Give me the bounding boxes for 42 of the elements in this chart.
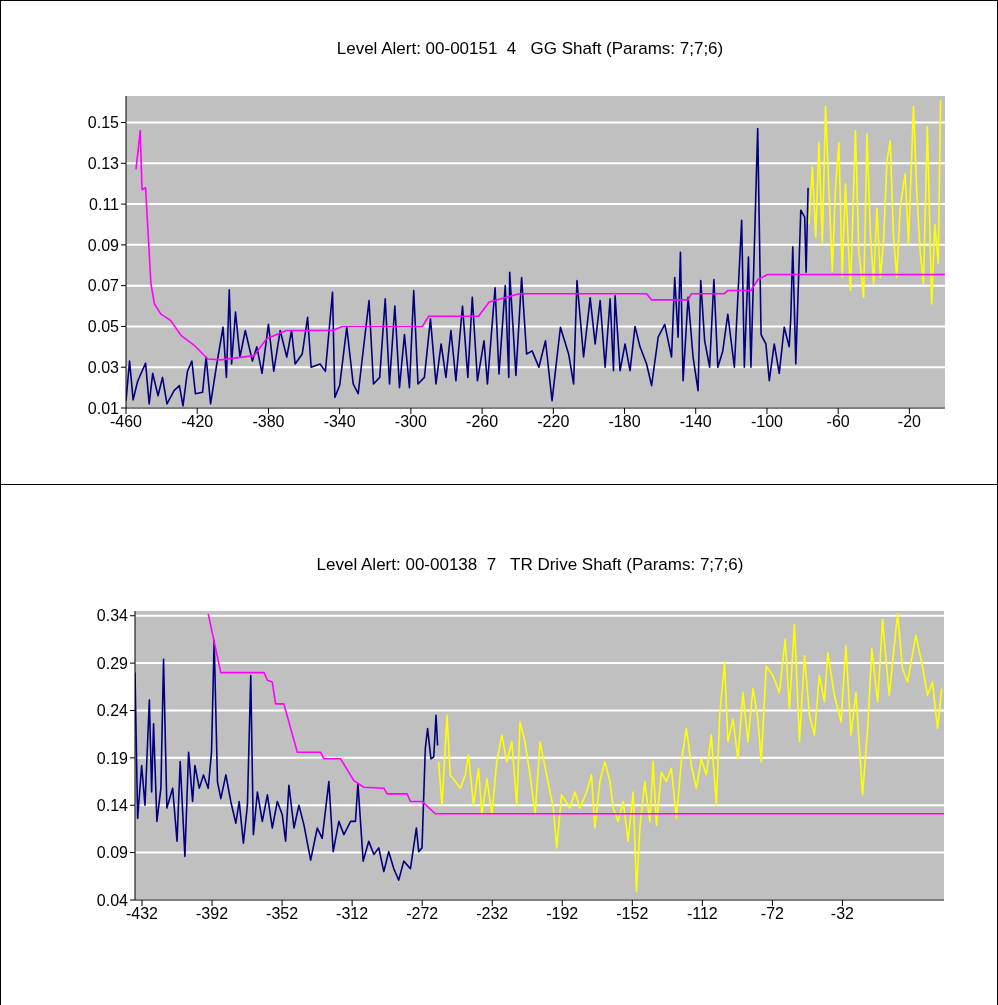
x-tick-label: -72 [760,905,785,923]
x-tick-label: -380 [252,413,285,431]
y-tick-label: 0.05 [87,318,120,336]
x-tick-label: -340 [323,413,356,431]
x-tick-label: -260 [466,413,499,431]
x-tick-label: -272 [406,905,439,923]
x-tick-label: -420 [181,413,214,431]
x-tick-label: -60 [826,413,850,431]
x-tick-label: -152 [616,905,649,923]
x-tick-label: -20 [897,413,922,431]
chart-title: Level Alert: 00-00151 4 GG Shaft (Params: 7;7;6) [335,39,725,59]
x-tick-label: -392 [196,905,229,923]
line-series [126,127,809,407]
y-tick-label: 0.24 [96,702,129,720]
y-tick-label: 0.34 [96,607,129,625]
x-tick-label: -352 [266,905,299,923]
y-tick-label: 0.19 [96,749,129,767]
y-tick-label: 0.11 [89,195,120,213]
y-tick-label: 0.14 [96,796,129,814]
y-tick-label: 0.03 [87,358,120,376]
x-tick-label: -112 [686,905,718,923]
y-tick-label: 0.15 [87,114,120,132]
line-series [808,99,942,305]
chart-title: Level Alert: 00-00138 7 TR Drive Shaft (Params: 7;7;6) [315,555,745,575]
x-tick-label: -32 [830,905,855,923]
line-series [207,613,944,815]
y-tick-label: 0.09 [87,236,120,254]
x-tick-label: -140 [679,413,712,431]
y-tick-label: 0.07 [87,277,120,295]
y-tick-label: 0.29 [96,654,129,672]
x-tick-label: -192 [546,905,579,923]
x-tick-label: -232 [476,905,509,923]
x-tick-label: -312 [336,905,369,923]
line-series [135,129,945,361]
x-tick-label: -180 [608,413,641,431]
x-tick-label: -100 [750,413,784,431]
y-tick-label: 0.13 [87,154,120,172]
x-tick-label: -220 [537,413,570,431]
line-series [437,613,943,893]
x-tick-label: -300 [394,413,427,431]
line-series [135,639,439,881]
y-tick-label: 0.09 [96,844,129,862]
